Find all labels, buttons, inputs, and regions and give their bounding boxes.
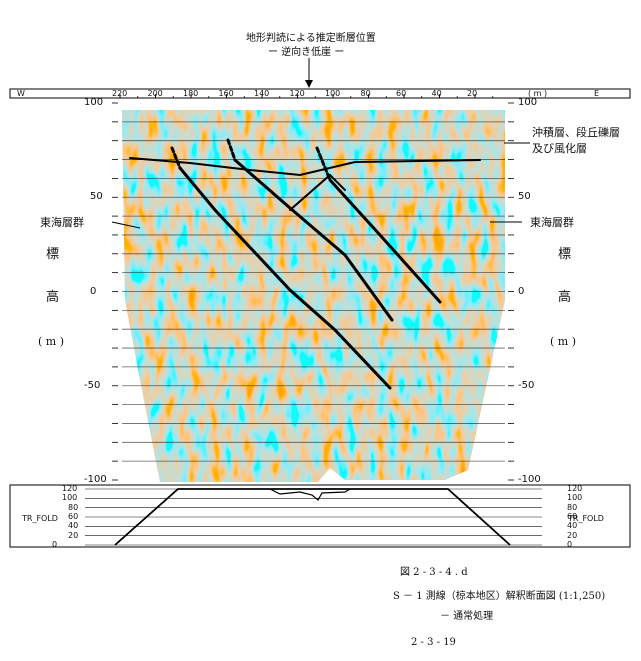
figure-subtitle: － 通常処理 — [440, 611, 494, 622]
y-tick-label: -50 — [84, 379, 101, 391]
page-number: 2 - 3 - 19 — [411, 637, 456, 648]
grid-lines — [122, 121, 505, 462]
x-axis-unit: ( m ) — [528, 89, 548, 98]
fold-right-label: TR_FOLD — [568, 514, 604, 523]
x-tick-label: 100 — [325, 89, 341, 98]
fault-line-3-upper — [315, 146, 332, 182]
x-tick-label: 220 — [112, 89, 128, 98]
x-tick-label: 20 — [467, 89, 478, 98]
weathered-layer-label: 及び風化層 — [532, 142, 587, 155]
horizon-line — [129, 157, 481, 177]
fold-tick-label: 120 — [567, 484, 583, 493]
fold-tick-label: 20 — [567, 530, 578, 540]
alluvium-label: 沖積層、段丘礫層 — [532, 126, 620, 139]
y-axis-right-label-char1: 標 — [558, 247, 572, 262]
y-tick-label: 100 — [518, 97, 538, 108]
fault-line-1-upper — [170, 146, 182, 170]
y-axis-left-ticks — [112, 102, 118, 481]
y-axis-right-label-unit: ( m ) — [550, 335, 577, 348]
fold-tick-label: 40 — [68, 521, 79, 531]
y-tick-label: 50 — [518, 191, 531, 203]
x-tick-label: 160 — [218, 89, 234, 98]
x-tick-label: 60 — [396, 89, 407, 98]
leader-line-left — [111, 221, 141, 229]
wedge-line — [289, 173, 346, 211]
y-tick-label: -100 — [518, 474, 541, 485]
arrow-head — [305, 80, 313, 88]
fold-grid — [85, 488, 542, 546]
x-tick-label: 200 — [147, 89, 163, 98]
fault-line-2 — [233, 158, 394, 322]
y-axis-left-label-unit: ( m ) — [38, 335, 65, 348]
fold-tick-label: 0 — [52, 540, 58, 549]
fault-line-1 — [178, 166, 392, 390]
x-axis-ticks — [119, 94, 494, 98]
y-tick-label: 0 — [90, 285, 97, 297]
x-axis-box — [9, 88, 631, 99]
fold-tick-label: 0 — [567, 540, 573, 549]
fold-curve — [114, 488, 511, 546]
fold-tick-label: 60 — [567, 512, 578, 521]
x-tick-label: 120 — [289, 89, 305, 98]
fault-position-subtitle: ー 逆向き低崖 ー — [268, 47, 345, 58]
fold-tick-label: 120 — [62, 484, 78, 493]
fold-tick-label: 80 — [567, 502, 578, 512]
fold-tick-label: 40 — [567, 521, 578, 531]
figure-number: 図 2 - 3 - 4 . d — [400, 567, 468, 578]
x-tick-label: 180 — [183, 89, 199, 98]
tokai-group-right-label: 東海層群 — [530, 216, 574, 229]
x-tick-label: 40 — [431, 89, 442, 98]
tokai-group-left-label: 東海層群 — [40, 216, 84, 229]
fold-tick-label: 100 — [567, 493, 583, 503]
fold-tick-label: 20 — [68, 530, 79, 540]
y-tick-label: -50 — [518, 379, 535, 391]
fold-panel-box — [9, 484, 631, 548]
y-axis-left-label-char1: 標 — [46, 247, 60, 262]
y-tick-label: 0 — [518, 285, 525, 297]
fault-position-title: 地形判読による推定断層位置 — [246, 33, 376, 44]
fault-line-3 — [328, 178, 442, 304]
fold-tick-label: 80 — [68, 502, 79, 512]
fold-tick-label: 60 — [68, 512, 79, 521]
x-axis-west-label: W — [17, 89, 25, 98]
figure-title: S － 1 測線（椋本地区）解釈断面図 (1:1,250) — [393, 591, 606, 602]
x-tick-label: 80 — [360, 89, 371, 98]
y-axis-right-ticks — [508, 102, 514, 481]
fault-line-2-upper — [226, 138, 237, 162]
fold-tick-label: 100 — [62, 493, 78, 503]
seismic-image — [122, 110, 505, 482]
x-tick-label: 140 — [254, 89, 270, 98]
y-axis-right-label-char2: 高 — [558, 290, 572, 305]
fold-notch — [269, 488, 351, 501]
y-axis-left-label-char2: 高 — [46, 290, 60, 305]
interpretation-lines — [129, 138, 481, 390]
y-tick-label: -100 — [84, 474, 107, 485]
fold-left-label: TR_FOLD — [22, 514, 58, 523]
y-tick-label: 50 — [90, 191, 103, 203]
y-tick-label: 100 — [84, 97, 104, 108]
x-axis-east-label: E — [594, 89, 600, 98]
